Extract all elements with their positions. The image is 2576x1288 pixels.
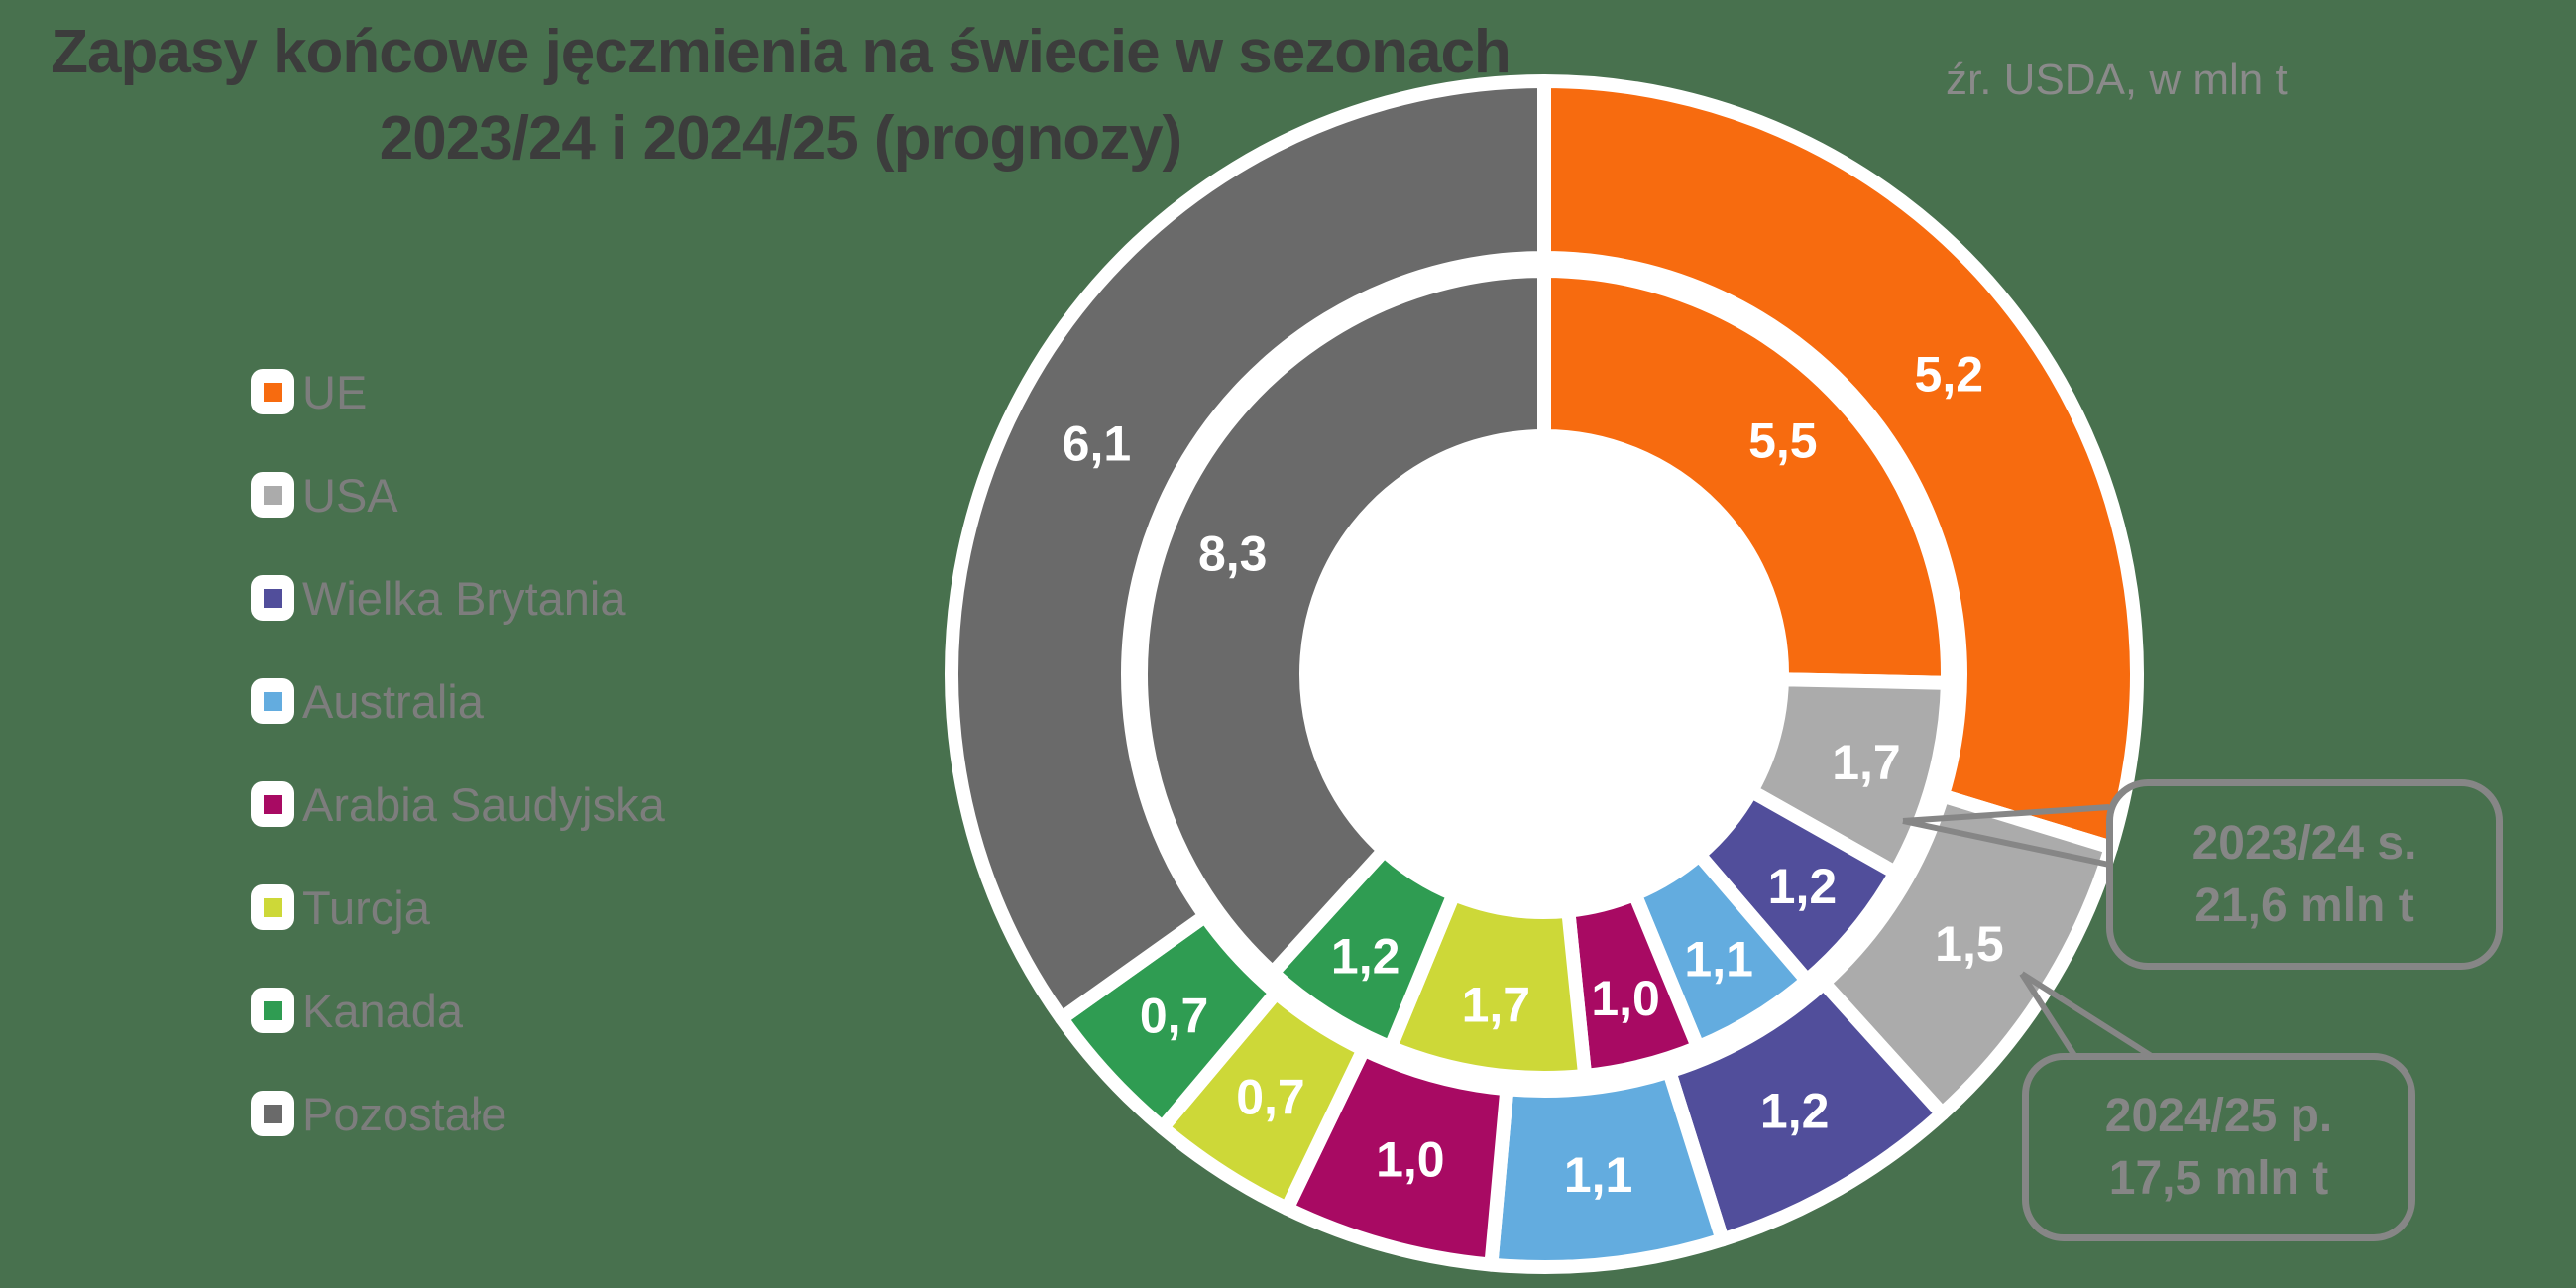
legend-item-wielka-brytania: Wielka Brytania [251,572,665,625]
callout-pointer-2023-24 [1902,804,2110,824]
legend-label: Arabia Saudyjska [302,777,665,831]
segment-label-inner-wielka-brytania: 1,2 [1768,859,1838,914]
legend-label: Wielka Brytania [302,571,626,625]
callout-total: 17,5 mln t [2108,1152,2329,1205]
chart-title-line1: Zapasy końcowe jęczmienia na świecie w s… [51,18,1512,86]
source-note: źr. USDA, w mln t [1946,56,2288,104]
legend-swatch [263,1000,282,1020]
segment-inner-ue [1537,264,1955,690]
legend-item-turcja: Turcja [251,881,665,934]
segment-label-outer-usa: 1,5 [1935,916,2004,972]
segment-label-inner-pozostale: 8,3 [1198,526,1268,581]
legend-marker-icon [251,781,294,827]
legend-swatch [263,382,282,402]
segment-label-inner-turcja: 1,7 [1462,977,1531,1032]
legend-marker-icon [251,988,294,1033]
legend-label: Turcja [302,880,430,934]
segment-label-outer-kanada: 0,7 [1140,988,1209,1043]
legend-item-pozostale: Pozostałe [251,1088,665,1140]
legend-item-arabia-saudyjska: Arabia Saudyjska [251,778,665,831]
legend-swatch [263,794,282,814]
legend-label: USA [302,468,398,522]
legend-marker-icon [251,369,294,414]
legend-marker-icon [251,884,294,930]
legend-item-kanada: Kanada [251,985,665,1037]
segment-label-inner-kanada: 1,2 [1331,929,1400,985]
segment-label-outer-turcja: 0,7 [1236,1069,1305,1124]
legend-marker-icon [251,575,294,621]
segment-label-inner-ue: 5,5 [1748,412,1818,468]
callout-2023-24: 2023/24 s. 21,6 mln t [2106,779,2503,970]
legend-item-australia: Australia [251,675,665,728]
segment-label-inner-australia: 1,1 [1684,931,1753,987]
callout-pointer-2023-24 [1902,818,2110,868]
segment-label-inner-arabia-saudyjska: 1,0 [1591,971,1660,1026]
callout-pointer-2024-25 [2019,972,2078,1059]
donut-hole-rim [1307,437,1781,911]
segment-label-outer-ue: 5,2 [1915,347,1984,403]
segment-label-outer-arabia-saudyjska: 1,0 [1376,1132,1445,1188]
segment-label-outer-wielka-brytania: 1,2 [1760,1084,1830,1139]
segment-outer-pozostale [945,74,1551,1026]
legend-label: Kanada [302,984,464,1037]
callout-season: 2023/24 s. [2191,816,2417,870]
callout-pointer-2024-25 [2020,971,2155,1060]
legend-marker-icon [251,472,294,518]
legend-swatch [263,1104,282,1123]
legend-swatch [263,485,282,505]
segment-label-inner-usa: 1,7 [1832,735,1901,790]
segment-label-outer-pozostale: 6,1 [1063,415,1132,471]
legend-marker-icon [251,678,294,724]
legend: UE USA Wielka Brytania Australia Arabia … [251,366,665,1194]
legend-item-ue: UE [251,366,665,418]
legend-swatch [263,588,282,608]
callout-total: 21,6 mln t [2194,879,2414,932]
chart-title: Zapasy końcowe jęczmienia na świecie w s… [10,10,1551,182]
legend-item-usa: USA [251,469,665,522]
segment-label-outer-australia: 1,1 [1564,1147,1633,1203]
legend-marker-icon [251,1091,294,1136]
callout-2024-25: 2024/25 p. 17,5 mln t [2022,1053,2415,1241]
segment-inner-pozostale [1134,264,1551,981]
legend-label: UE [302,365,368,418]
callout-season: 2024/25 p. [2104,1089,2333,1142]
legend-label: Australia [302,674,484,728]
legend-swatch [263,691,282,711]
chart-title-line2: 2023/24 i 2024/25 (prognozy) [379,103,1182,173]
legend-swatch [263,897,282,917]
legend-label: Pozostałe [302,1087,507,1140]
